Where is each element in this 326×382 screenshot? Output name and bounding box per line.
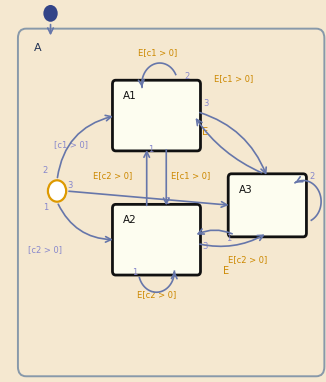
Text: 2: 2 (310, 172, 315, 181)
Text: 1: 1 (148, 146, 154, 154)
Text: A2: A2 (123, 215, 137, 225)
Text: E[c1 > 0]: E[c1 > 0] (171, 171, 210, 180)
Text: [c1 > 0]: [c1 > 0] (54, 140, 88, 149)
Text: E[c2 > 0]: E[c2 > 0] (137, 290, 176, 299)
Text: E: E (223, 266, 230, 276)
FancyBboxPatch shape (112, 80, 200, 151)
Text: E[c1 > 0]: E[c1 > 0] (139, 49, 178, 57)
FancyBboxPatch shape (18, 29, 324, 376)
Text: 3: 3 (204, 99, 209, 108)
Text: E[c2 > 0]: E[c2 > 0] (228, 255, 267, 264)
FancyBboxPatch shape (112, 204, 200, 275)
Text: 1: 1 (43, 203, 48, 212)
Text: E[c1 > 0]: E[c1 > 0] (214, 74, 253, 83)
Text: E[c2 > 0]: E[c2 > 0] (93, 171, 132, 180)
Circle shape (43, 5, 58, 22)
Text: 1: 1 (132, 268, 137, 277)
Text: [c2 > 0]: [c2 > 0] (28, 245, 62, 254)
Text: 2: 2 (43, 166, 48, 175)
FancyBboxPatch shape (228, 174, 306, 237)
Text: 3: 3 (202, 242, 207, 251)
Text: 1: 1 (227, 235, 232, 243)
Circle shape (48, 180, 66, 202)
Text: 2: 2 (165, 197, 170, 206)
Text: A: A (34, 43, 42, 53)
Text: A1: A1 (123, 91, 137, 101)
Text: E: E (202, 127, 208, 137)
Text: 2: 2 (184, 73, 189, 81)
Text: A3: A3 (239, 185, 252, 194)
Text: 3: 3 (67, 181, 73, 190)
